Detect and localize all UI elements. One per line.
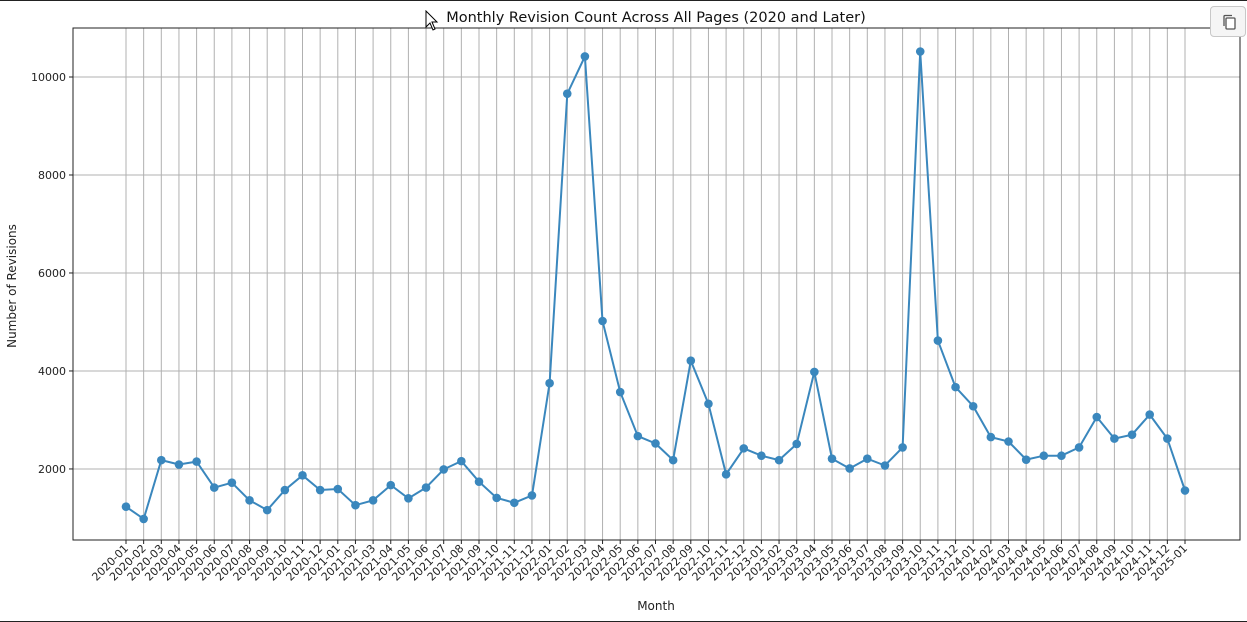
data-point	[562, 89, 572, 98]
grid	[73, 28, 1240, 540]
y-tick-label: 6000	[38, 267, 66, 280]
data-point	[1092, 412, 1102, 422]
data-point	[968, 401, 978, 411]
data-point	[209, 483, 219, 492]
data-point	[421, 483, 431, 492]
data-point	[774, 455, 784, 465]
data-points	[121, 47, 1190, 524]
data-point	[1145, 410, 1154, 419]
y-tick-label: 10000	[31, 71, 66, 84]
data-point	[721, 470, 731, 479]
data-point	[651, 439, 660, 448]
data-point	[951, 382, 960, 392]
arrow-cursor-icon	[425, 10, 439, 31]
data-point	[792, 439, 801, 449]
data-point	[704, 399, 713, 409]
y-tick-label: 8000	[38, 169, 66, 182]
data-point	[915, 47, 925, 56]
data-point	[1004, 437, 1013, 446]
data-point	[810, 367, 819, 377]
copy-icon	[1223, 14, 1236, 30]
data-point	[510, 498, 519, 508]
data-point	[827, 454, 837, 463]
y-axis: 2000 4000 6000 8000 10000	[31, 71, 73, 476]
data-point	[121, 502, 131, 511]
data-point	[668, 455, 678, 465]
data-point	[386, 480, 396, 490]
data-point	[174, 460, 184, 469]
data-point	[898, 443, 907, 452]
data-point	[1039, 451, 1049, 461]
data-point	[633, 431, 643, 441]
data-point	[1021, 455, 1031, 464]
y-tick-label: 2000	[38, 463, 66, 476]
data-point	[1180, 486, 1190, 495]
data-point	[757, 451, 766, 461]
data-point	[492, 493, 501, 503]
data-point	[351, 500, 360, 510]
data-point	[545, 378, 554, 388]
data-point	[157, 455, 166, 465]
data-point	[1110, 434, 1119, 443]
data-point	[404, 494, 413, 503]
data-point	[139, 514, 148, 524]
x-axis-title: Month	[637, 599, 675, 613]
data-point	[580, 52, 590, 61]
y-tick-label: 4000	[38, 365, 66, 378]
data-point	[739, 444, 749, 453]
data-point	[439, 465, 449, 474]
data-point	[474, 477, 484, 486]
data-point	[986, 432, 996, 442]
data-point	[333, 484, 343, 494]
data-point	[880, 461, 890, 470]
data-point	[245, 496, 254, 505]
data-point	[933, 336, 943, 345]
x-axis: 2020-012020-022020-032020-042020-052020-…	[89, 540, 1190, 584]
data-point	[1163, 434, 1172, 443]
data-point	[298, 471, 307, 480]
data-point	[1127, 430, 1137, 439]
data-point	[686, 356, 696, 365]
data-point	[845, 464, 854, 473]
data-point	[227, 478, 237, 487]
data-point	[262, 505, 272, 515]
data-point	[280, 485, 290, 495]
data-point	[457, 456, 466, 466]
data-point	[1057, 451, 1066, 461]
data-point	[527, 491, 537, 500]
copy-button[interactable]	[1210, 6, 1246, 37]
data-point	[315, 485, 325, 495]
data-point	[615, 387, 625, 397]
data-point	[598, 316, 607, 326]
y-axis-title: Number of Revisions	[5, 224, 19, 348]
chart-title: Monthly Revision Count Across All Pages …	[446, 10, 866, 26]
data-point	[863, 454, 872, 463]
data-point	[192, 457, 201, 466]
data-point	[368, 496, 378, 505]
data-point	[1074, 443, 1084, 452]
plot-area	[72, 27, 1241, 541]
